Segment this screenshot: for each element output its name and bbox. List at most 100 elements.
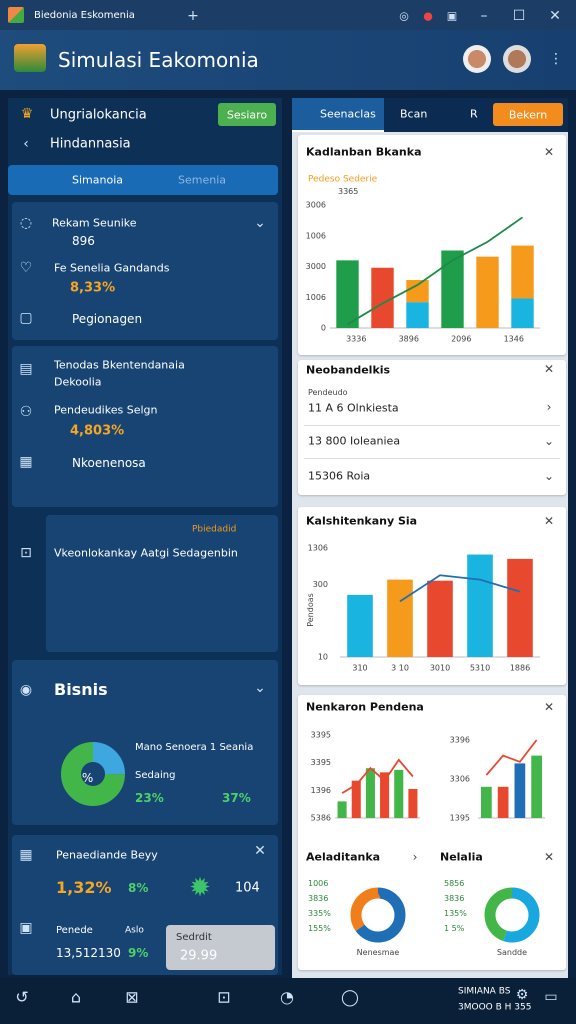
legend-label: Pedeso Sederie: [308, 174, 378, 185]
minimize[interactable]: –: [480, 8, 488, 24]
bar: [408, 788, 418, 818]
bar: [427, 580, 453, 657]
back-button[interactable]: ‹: [23, 136, 29, 152]
subchart-title: Nelalia: [440, 850, 483, 864]
icon: ♡: [19, 260, 33, 276]
region-button-label[interactable]: Sesiaro: [226, 108, 268, 122]
tab-label[interactable]: Semenia: [178, 173, 227, 187]
y-tick-label: 5386: [311, 814, 331, 823]
status-text: SIMIANA BS: [458, 986, 511, 997]
icon: ◉: [19, 682, 33, 698]
bar: [511, 298, 534, 328]
stat-label: Nkoenenosa: [72, 456, 146, 470]
business-card: [12, 660, 278, 825]
stats-card: [12, 346, 278, 507]
stats-card: [12, 202, 278, 340]
subchart-title: Aeladitanka: [306, 850, 381, 864]
list-row[interactable]: 11 A 6 Olnkiesta: [308, 401, 399, 415]
donut-legend: 3836: [444, 894, 465, 903]
window-icon[interactable]: ◎: [399, 9, 409, 23]
donut-legend: 155%: [308, 924, 331, 933]
y-tick-label: 0: [321, 324, 326, 333]
chart-card: [298, 695, 566, 970]
bar: [507, 558, 533, 657]
avatar[interactable]: [503, 45, 531, 73]
section-title: Bisnis: [54, 680, 108, 699]
tab-bar[interactable]: [8, 165, 278, 195]
region-icon: ♛: [20, 106, 34, 122]
y-tick-label: 1006: [306, 231, 326, 240]
list-card: [298, 360, 566, 495]
stat-label: Fe Senelia Gandands: [54, 261, 170, 275]
nav-home[interactable]: ⌂: [70, 987, 82, 1007]
donut-segment: [61, 742, 125, 806]
close[interactable]: ✕: [543, 700, 555, 714]
nav-chat[interactable]: ▭: [544, 989, 558, 1005]
avatar[interactable]: [463, 45, 491, 73]
trend-line: [341, 758, 414, 794]
stat-value: Dekoolia: [54, 375, 102, 389]
section-title: Penaediande Beyy: [56, 848, 158, 862]
chart-title: Kadlanban Bkanka: [306, 145, 422, 159]
summary-value: 9%: [128, 946, 149, 960]
collapse[interactable]: ✕: [254, 843, 266, 859]
close[interactable]: ✕: [543, 362, 555, 376]
stat-label: Tenodas Bkentendanaia: [54, 358, 185, 372]
new-tab[interactable]: +: [187, 8, 199, 24]
box-label[interactable]: Sedrdit: [176, 932, 212, 943]
icon: ⊡: [20, 545, 32, 561]
donut-label: Nenesmae: [356, 948, 400, 957]
box-value[interactable]: 29.99: [180, 948, 218, 964]
bar: [394, 769, 404, 818]
close[interactable]: ✕: [543, 145, 555, 159]
tab-label[interactable]: Bcan: [400, 107, 428, 121]
business-sub: Sedaing: [135, 770, 176, 781]
chart-title: Kalshitenkany Sia: [306, 514, 418, 528]
nav-gauge[interactable]: ◔: [280, 987, 294, 1007]
close[interactable]: ✕: [549, 8, 561, 24]
maximize[interactable]: ☐: [512, 8, 526, 24]
x-tick-label: 1886: [510, 664, 530, 673]
menu[interactable]: ⋮: [549, 51, 563, 67]
active-tab[interactable]: [292, 98, 384, 132]
x-tick-label: 2096: [451, 335, 471, 344]
icon: ▦: [19, 454, 33, 470]
list-row[interactable]: 13 800 Ioleaniea: [308, 434, 401, 448]
y-tick-label: 3006: [306, 201, 326, 210]
nav-settings[interactable]: ⚙: [515, 987, 529, 1003]
summary-label: Penede: [56, 925, 93, 936]
chevron[interactable]: ›: [546, 400, 552, 414]
y-tick-label: 300: [313, 580, 328, 589]
window-title: Biedonia Eskomenia: [34, 10, 135, 21]
value-box[interactable]: [166, 925, 275, 970]
close[interactable]: ✕: [543, 850, 555, 864]
list-row[interactable]: 15306 Roia: [308, 469, 371, 483]
tab-label[interactable]: Bekern: [508, 108, 548, 122]
chevron[interactable]: ⌄: [543, 434, 555, 448]
chevron[interactable]: ›: [412, 850, 418, 864]
tab-label[interactable]: R: [470, 107, 478, 121]
stat-value: 8,33%: [70, 280, 116, 296]
y-tick-label: 1006: [306, 293, 326, 302]
nav-chart[interactable]: ⊠: [125, 987, 139, 1007]
nav-circle[interactable]: ◯: [341, 987, 359, 1007]
y-tick-label: 10: [318, 653, 328, 662]
expand[interactable]: ⌄: [254, 680, 266, 696]
tab-label[interactable]: Simanoia: [72, 173, 123, 187]
notice-text: Vkeonlokankay Aatgi Sedagenbin: [54, 546, 238, 560]
legend-value: 3365: [338, 187, 359, 196]
window-icon[interactable]: ▣: [446, 9, 458, 23]
donut-segment: [484, 887, 540, 943]
window-icon[interactable]: ●: [423, 9, 433, 23]
donut-legend: 1 5%: [444, 924, 465, 933]
tab-label[interactable]: Seenaclas: [320, 107, 376, 121]
nav-box[interactable]: ⊡: [217, 987, 231, 1007]
bar: [371, 267, 394, 328]
expand[interactable]: ⌄: [254, 215, 266, 231]
chevron[interactable]: ⌄: [543, 469, 555, 483]
close[interactable]: ✕: [543, 514, 555, 528]
panel-title: Nenkaron Pendena: [306, 700, 424, 714]
tab-button[interactable]: [493, 103, 563, 126]
region-button[interactable]: [218, 103, 276, 126]
nav-back[interactable]: ↺: [15, 987, 29, 1007]
